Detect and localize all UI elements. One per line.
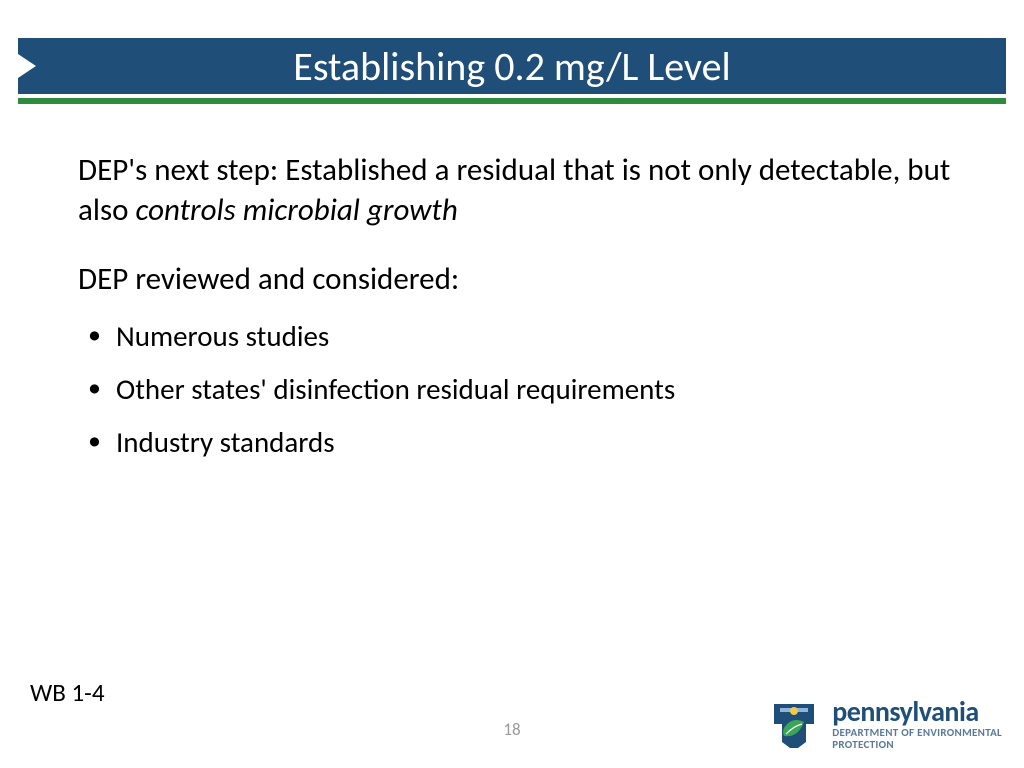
logo-sub-line1: DEPARTMENT OF ENVIRONMENTAL — [832, 727, 1002, 738]
logo-main-text: pennsylvania — [832, 698, 1002, 726]
pennsylvania-dep-logo: pennsylvania DEPARTMENT OF ENVIRONMENTAL… — [766, 698, 1002, 750]
keystone-leaf-icon — [766, 698, 822, 750]
list-item: Other states' disinfection residual requ… — [116, 370, 964, 409]
slide-title: Establishing 0.2 mg/L Level — [293, 42, 730, 91]
list-item: Numerous studies — [116, 317, 964, 356]
list-item: Industry standards — [116, 423, 964, 462]
footer-left-label: WB 1-4 — [30, 677, 105, 708]
para1-italic: controls microbial growth — [135, 191, 457, 229]
slide-content: DEP's next step: Established a residual … — [78, 150, 964, 476]
paragraph-1: DEP's next step: Established a residual … — [78, 150, 964, 231]
logo-text: pennsylvania DEPARTMENT OF ENVIRONMENTAL… — [832, 698, 1002, 750]
logo-sub-line2: PROTECTION — [832, 739, 1002, 750]
green-rule — [18, 98, 1006, 104]
title-bar: Establishing 0.2 mg/L Level — [18, 38, 1006, 94]
page-number: 18 — [503, 719, 520, 740]
paragraph-2: DEP reviewed and considered: — [78, 259, 964, 299]
bullet-list: Numerous studies Other states' disinfect… — [78, 317, 964, 462]
